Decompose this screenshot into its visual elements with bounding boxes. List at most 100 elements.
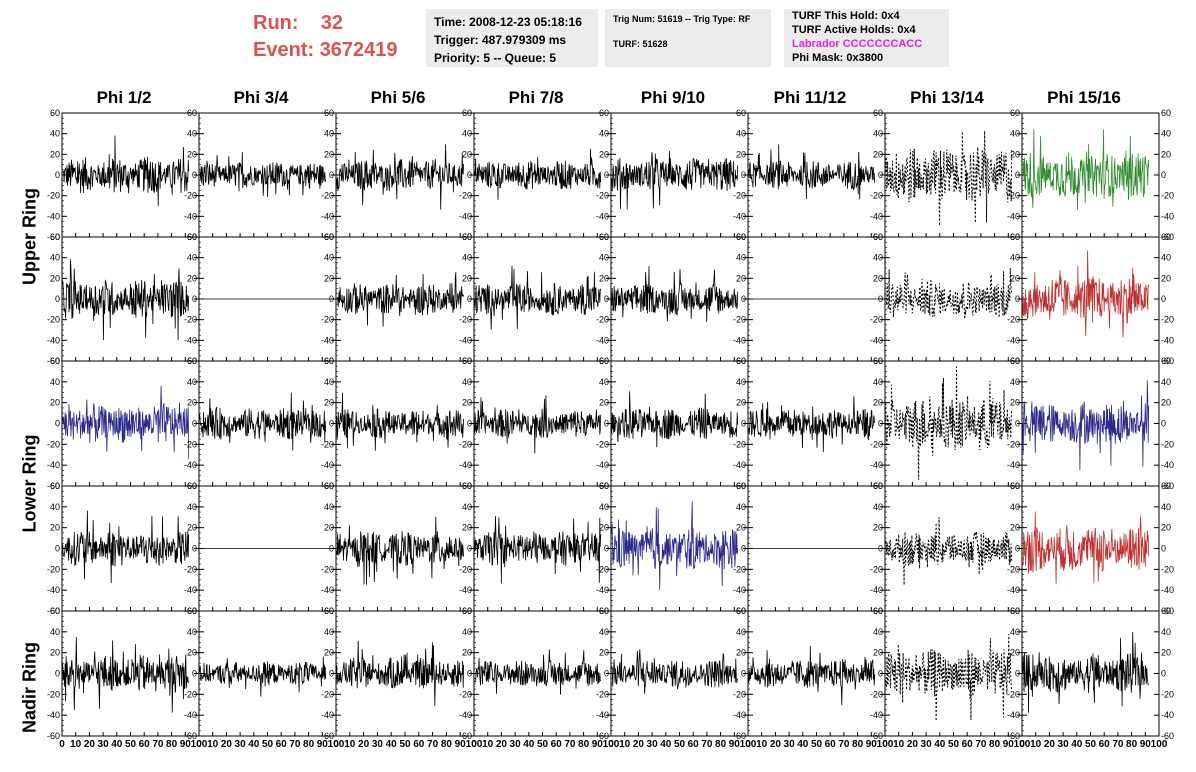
y-tick-label: 0 — [1161, 170, 1166, 180]
x-tick-label: 30 — [510, 739, 522, 750]
y-tick-label: 0 — [604, 170, 609, 180]
y-tick-label: -40 — [321, 211, 334, 221]
y-tick-label: 40 — [873, 627, 883, 637]
y-tick-label: -20 — [596, 439, 609, 449]
y-tick-label: -20 — [184, 439, 197, 449]
y-tick-label: 20 — [873, 149, 883, 159]
y-tick-label: -40 — [459, 710, 472, 720]
y-tick-label: 40 — [187, 129, 197, 139]
y-tick-label: 20 — [462, 398, 472, 408]
x-tick-label: 90 — [729, 739, 741, 750]
y-tick-label: -20 — [184, 689, 197, 699]
y-tick-label: 0 — [741, 669, 746, 679]
x-tick-label: 90 — [1003, 739, 1015, 750]
y-tick-label: 20 — [736, 149, 746, 159]
x-tick-label: 40 — [523, 739, 535, 750]
y-tick-label: 60 — [1010, 481, 1020, 491]
y-tick-label: 60 — [1010, 232, 1020, 242]
x-tick-label: 50 — [948, 739, 960, 750]
y-tick-label: -20 — [870, 439, 883, 449]
y-tick-label: 60 — [873, 232, 883, 242]
y-tick-label: -60 — [733, 731, 746, 741]
y-tick-label: -40 — [1007, 585, 1020, 595]
y-tick-label: -40 — [1007, 460, 1020, 470]
y-tick-label: -40 — [47, 460, 60, 470]
waveform-trace — [199, 656, 327, 697]
run-label: Run: 32 — [253, 12, 344, 34]
y-tick-label: 40 — [599, 253, 609, 263]
y-tick-label: -20 — [1161, 315, 1174, 325]
y-tick-label: -40 — [733, 710, 746, 720]
y-tick-label: 0 — [604, 419, 609, 429]
y-tick-label: 60 — [1161, 232, 1171, 242]
y-tick-label: 20 — [1161, 273, 1171, 283]
y-tick-label: -20 — [47, 689, 60, 699]
y-tick-label: 60 — [50, 108, 60, 118]
y-tick-label: 0 — [467, 419, 472, 429]
y-tick-label: -40 — [1161, 585, 1174, 595]
y-tick-label: -40 — [1007, 335, 1020, 345]
y-tick-label: 0 — [329, 294, 334, 304]
x-tick-label: 80 — [441, 739, 453, 750]
y-tick-label: 40 — [599, 377, 609, 387]
y-tick-label: -40 — [184, 460, 197, 470]
y-tick-label: -40 — [1007, 211, 1020, 221]
x-tick-label: 10 — [893, 739, 905, 750]
y-tick-label: 20 — [462, 523, 472, 533]
y-tick-label: 40 — [1010, 377, 1020, 387]
y-tick-label: 0 — [55, 544, 60, 554]
x-tick-label: 40 — [934, 739, 946, 750]
x-tick-label: 60 — [825, 739, 837, 750]
y-tick-label: 20 — [50, 523, 60, 533]
y-tick-label: -20 — [870, 191, 883, 201]
y-tick-label: -60 — [321, 731, 334, 741]
waveform-trace — [748, 396, 876, 453]
y-tick-label: -60 — [1007, 731, 1020, 741]
y-tick-label: 60 — [1161, 481, 1171, 491]
x-tick-label: 20 — [633, 739, 645, 750]
y-tick-label: 40 — [1010, 627, 1020, 637]
x-tick-label: 30 — [1058, 739, 1070, 750]
y-tick-label: -20 — [1007, 315, 1020, 325]
y-tick-label: -40 — [1161, 460, 1174, 470]
turf-active-line: TURF Active Holds: 0x4 — [792, 24, 916, 36]
y-tick-label: 60 — [1161, 108, 1171, 118]
y-tick-label: 60 — [1161, 356, 1171, 366]
y-tick-label: 20 — [1010, 273, 1020, 283]
panel-r1-c1: -60 -40 -20 0 20 40 60 — [47, 108, 200, 242]
panel-r4-c1: -60 -40 -20 0 20 40 60 — [47, 481, 200, 616]
y-tick-label: 40 — [736, 377, 746, 387]
waveform-trace — [611, 150, 739, 210]
y-tick-label: 0 — [329, 170, 334, 180]
event-value: 3672419 — [319, 39, 398, 61]
x-tick-label: 40 — [660, 739, 672, 750]
y-tick-label: 0 — [192, 544, 197, 554]
x-tick-label: 10 — [482, 739, 494, 750]
turf-line: TURF: 51628 — [613, 39, 668, 49]
y-tick-label: 20 — [324, 273, 334, 283]
time-info-box: Time: 2008-12-23 05:18:16 Trigger: 487.9… — [426, 9, 598, 67]
y-tick-label: -20 — [459, 191, 472, 201]
waveform-trace — [336, 392, 464, 451]
y-tick-label: 20 — [873, 523, 883, 533]
y-tick-label: -20 — [321, 191, 334, 201]
y-tick-label: -20 — [1161, 439, 1174, 449]
y-tick-label: -20 — [47, 191, 60, 201]
y-tick-label: -40 — [733, 335, 746, 345]
y-tick-label: -20 — [1161, 191, 1174, 201]
y-tick-label: 40 — [873, 129, 883, 139]
y-tick-label: 40 — [187, 253, 197, 263]
x-tick-label: 20 — [1044, 739, 1056, 750]
x-tick-label: 40 — [111, 739, 123, 750]
y-tick-label: 40 — [1161, 627, 1171, 637]
y-tick-label: 40 — [324, 253, 334, 263]
x-tick-label: 30 — [921, 739, 933, 750]
waveform-trace — [474, 649, 602, 695]
x-tick-label: 70 — [701, 739, 713, 750]
waveform-trace — [1022, 511, 1150, 584]
y-tick-label: 0 — [192, 294, 197, 304]
y-tick-label: -20 — [1007, 689, 1020, 699]
x-tick-label: 50 — [399, 739, 411, 750]
